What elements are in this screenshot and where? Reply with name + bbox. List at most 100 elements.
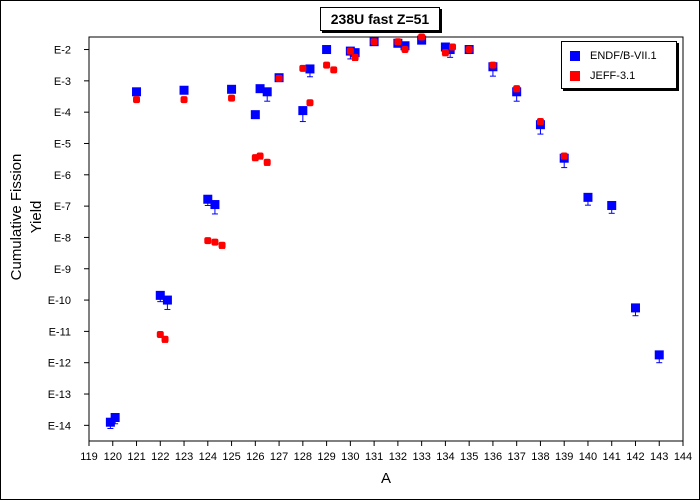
x-tick-label: 128 — [294, 451, 312, 463]
x-tick-label: 125 — [222, 451, 240, 463]
y-tick-label: E-6 — [54, 170, 71, 182]
jeff-point — [370, 38, 378, 46]
legend-label-jeff: JEFF-3.1 — [590, 70, 636, 82]
endf-point — [203, 194, 213, 204]
jeff-point — [323, 61, 331, 69]
endf-point — [607, 200, 617, 210]
jeff-point — [346, 47, 354, 55]
x-tick-label: 121 — [127, 451, 145, 463]
jeff-point — [441, 49, 449, 57]
jeff-point — [560, 152, 568, 160]
jeff-point — [180, 96, 188, 104]
x-tick-label: 127 — [270, 451, 288, 463]
y-tick-label: E-7 — [54, 201, 71, 213]
jeff-point — [306, 99, 314, 107]
legend: ENDF/B-VII.1 JEFF-3.1 — [561, 41, 677, 89]
x-tick-label: 137 — [508, 451, 526, 463]
y-axis-label: Cumulative Fission Yield — [8, 153, 45, 281]
jeff-point — [330, 66, 338, 74]
jeff-point — [133, 96, 141, 104]
jeff-point — [351, 53, 359, 61]
jeff-point — [211, 238, 219, 246]
endf-point — [305, 64, 315, 74]
endf-point — [583, 192, 593, 202]
jeff-point — [465, 46, 473, 54]
endf-point — [255, 84, 265, 94]
jeff-point — [449, 43, 457, 51]
endf-point — [298, 106, 308, 116]
y-tick-label: E-11 — [49, 326, 71, 338]
x-tick-label: 130 — [341, 451, 359, 463]
endf-point — [210, 200, 220, 210]
legend-swatch-jeff — [570, 71, 580, 81]
y-tick-label: E-12 — [48, 358, 71, 370]
y-tick-label: E-8 — [54, 232, 71, 244]
x-tick-label: 135 — [460, 451, 478, 463]
legend-label-endf: ENDF/B-VII.1 — [590, 50, 657, 62]
endf-point — [110, 413, 120, 423]
endf-point — [440, 42, 450, 52]
endf-point — [250, 110, 260, 120]
x-tick-label: 119 — [80, 451, 98, 463]
endf-point — [654, 350, 664, 360]
y-tick-label: E-4 — [54, 107, 71, 119]
x-tick-label: 144 — [674, 451, 692, 463]
jeff-point — [401, 46, 409, 54]
x-tick-label: 123 — [175, 451, 193, 463]
x-tick-label: 131 — [365, 451, 383, 463]
endf-point — [262, 87, 272, 97]
x-tick-label: 122 — [151, 451, 169, 463]
endf-point — [227, 84, 237, 94]
x-tick-label: 142 — [626, 451, 644, 463]
x-tick-label: 132 — [389, 451, 407, 463]
jeff-point — [394, 38, 402, 46]
jeff-point — [228, 94, 236, 102]
jeff-point — [218, 241, 226, 249]
x-tick-label: 141 — [603, 451, 621, 463]
jeff-point — [536, 118, 544, 126]
y-tick-label: E-14 — [48, 420, 71, 432]
x-tick-label: 124 — [199, 451, 217, 463]
y-tick-label: E-5 — [54, 138, 71, 150]
chart-title: 238U fast Z=51 — [320, 7, 440, 31]
x-tick-label: 143 — [650, 451, 668, 463]
endf-point — [162, 295, 172, 305]
endf-point — [132, 87, 142, 97]
y-tick-label: E-9 — [54, 264, 71, 276]
x-tick-label: 138 — [531, 451, 549, 463]
x-tick-label: 136 — [484, 451, 502, 463]
endf-point — [155, 290, 165, 300]
y-tick-label: E-3 — [54, 76, 71, 88]
x-axis-label: A — [380, 470, 391, 487]
endf-point — [179, 85, 189, 95]
jeff-point — [489, 61, 497, 69]
jeff-point — [156, 331, 164, 339]
legend-swatch-endf — [570, 51, 580, 61]
plot-border — [88, 36, 684, 442]
jeff-point — [161, 335, 169, 343]
jeff-point — [263, 158, 271, 166]
y-tick-label: E-2 — [54, 45, 71, 57]
x-tick-label: 126 — [246, 451, 264, 463]
endf-point — [350, 48, 360, 58]
endf-point — [400, 41, 410, 51]
x-tick-label: 139 — [555, 451, 573, 463]
jeff-point — [204, 237, 212, 245]
x-tick-label: 129 — [317, 451, 335, 463]
jeff-point — [418, 33, 426, 41]
endf-point — [105, 417, 115, 427]
x-tick-label: 133 — [412, 451, 430, 463]
y-tick-label: E-13 — [48, 389, 71, 401]
jeff-point — [513, 85, 521, 93]
x-tick-label: 120 — [104, 451, 122, 463]
x-tick-label: 140 — [579, 451, 597, 463]
jeff-point — [275, 74, 283, 82]
y-tick-label: E-10 — [48, 295, 71, 307]
jeff-point — [256, 152, 264, 160]
x-tick-label: 134 — [436, 451, 454, 463]
endf-point — [630, 303, 640, 313]
jeff-point — [299, 64, 307, 72]
endf-point — [322, 45, 332, 55]
